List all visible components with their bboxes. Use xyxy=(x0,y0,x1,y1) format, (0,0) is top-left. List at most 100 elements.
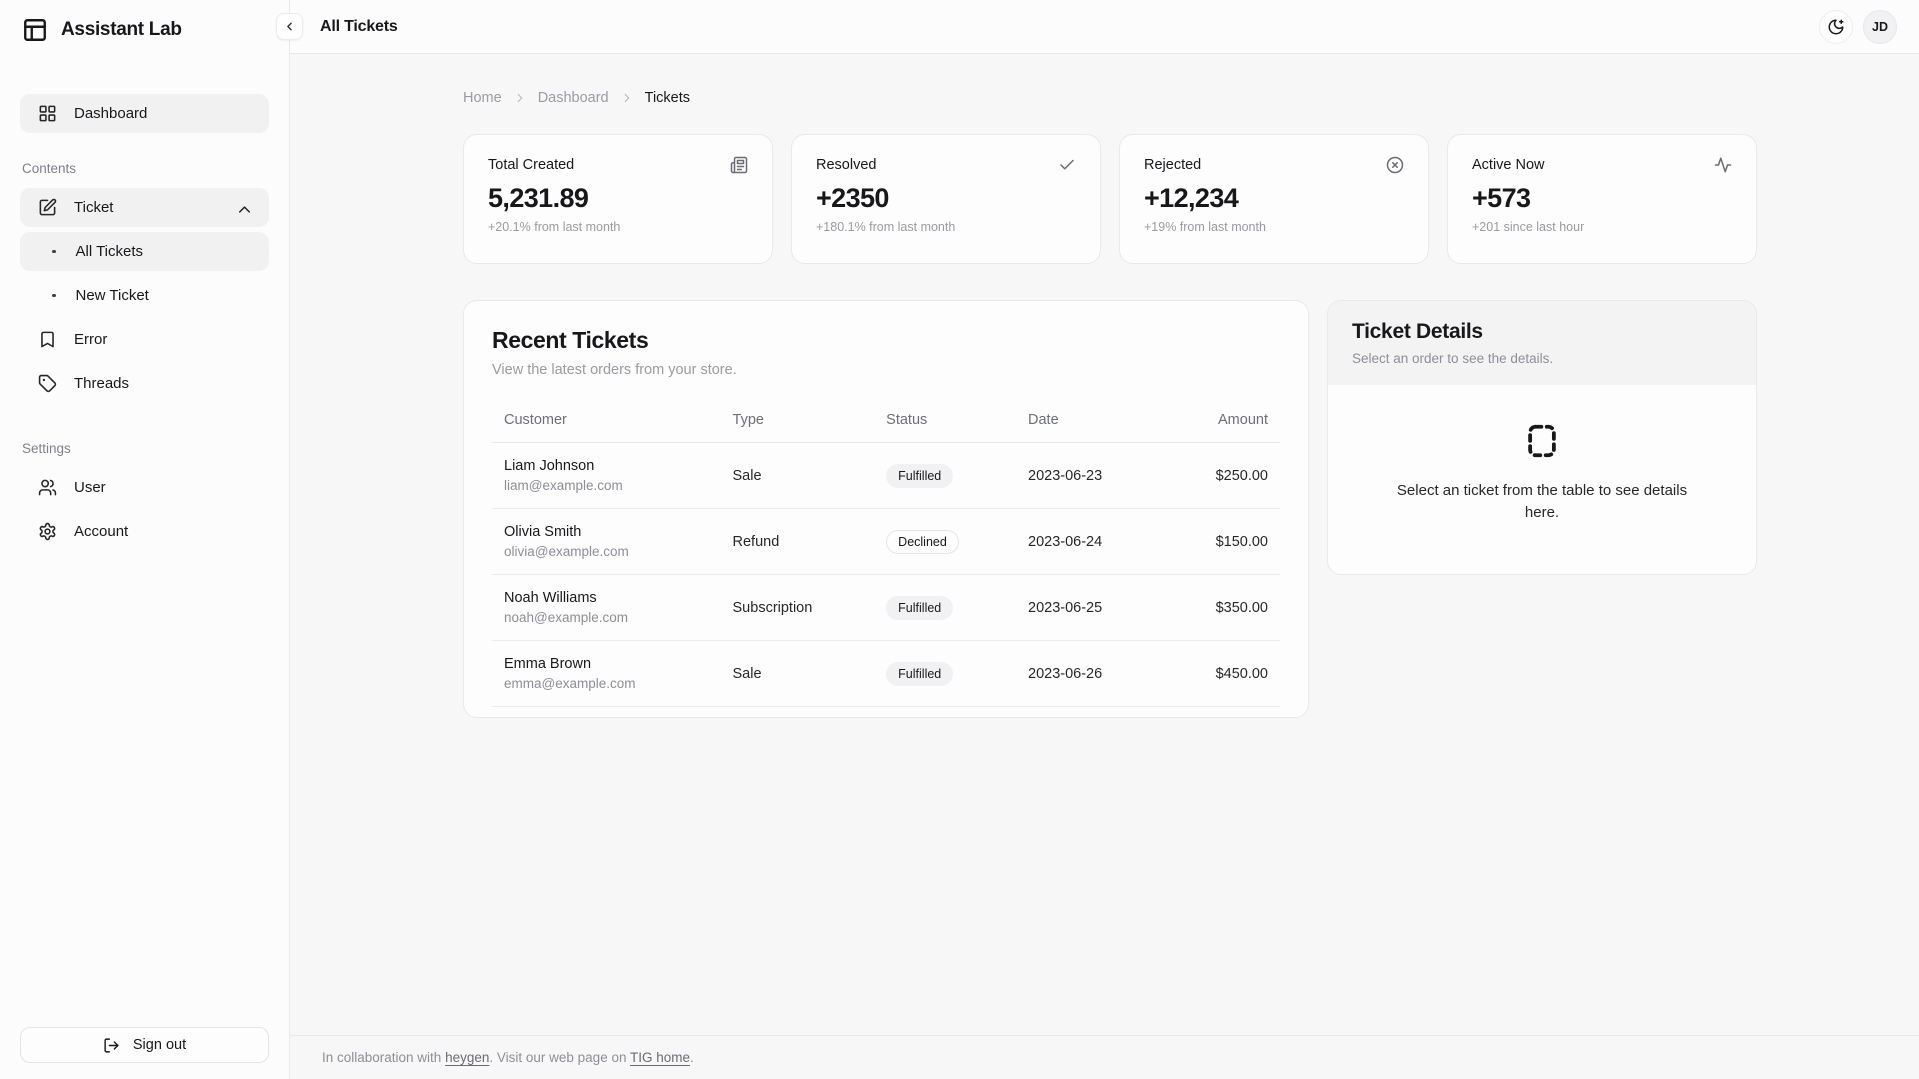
gear-icon xyxy=(38,522,57,541)
app-logo: Assistant Lab xyxy=(20,14,269,46)
breadcrumb-tickets: Tickets xyxy=(644,90,691,106)
sidebar-item-error[interactable]: Error xyxy=(20,320,269,359)
users-icon xyxy=(38,478,57,497)
sidebar-nav: Dashboard Contents Ticket All Tickets xyxy=(20,94,269,556)
ticket-amount: $150.00 xyxy=(1173,508,1280,575)
column-header-date: Date xyxy=(1016,404,1174,443)
sidebar-item-label: All Tickets xyxy=(75,243,144,260)
empty-state-message: Select an ticket from the table to see d… xyxy=(1396,481,1688,521)
ticket-type: Subscription xyxy=(720,574,875,641)
stat-value: +2350 xyxy=(816,183,889,213)
tig-home-link[interactable]: TIG home xyxy=(629,1050,691,1065)
newspaper-icon xyxy=(730,156,748,174)
stat-note: +19% from last month xyxy=(1144,220,1266,234)
sidebar-item-ticket[interactable]: Ticket xyxy=(20,188,269,227)
ticket-details-subtitle: Select an order to see the details. xyxy=(1352,351,1554,366)
bullet-icon xyxy=(52,293,56,298)
sidebar-item-label: Account xyxy=(74,523,129,540)
sign-out-button[interactable]: Sign out xyxy=(20,1027,269,1063)
customer-name: Olivia Smith xyxy=(504,524,582,540)
customer-name: Noah Williams xyxy=(504,590,597,606)
status-badge: Declined xyxy=(886,529,959,554)
log-out-icon xyxy=(103,1037,120,1054)
stat-value: 5,231.89 xyxy=(488,183,589,213)
sidebar-item-all-tickets[interactable]: All Tickets xyxy=(20,232,269,271)
ticket-date: 2023-06-25 xyxy=(1016,574,1174,641)
stat-card-resolved: Resolved +2350 +180.1% from last month xyxy=(791,134,1101,264)
stat-note: +180.1% from last month xyxy=(816,220,956,234)
sidebar: Assistant Lab Dashboard Contents xyxy=(0,0,290,1079)
table-row[interactable]: Emma Brown emma@example.com Sale Fulfill… xyxy=(492,640,1280,707)
panels-logo-icon xyxy=(22,17,48,43)
column-header-type: Type xyxy=(720,404,875,443)
recent-tickets-card: Recent Tickets View the latest orders fr… xyxy=(463,300,1309,718)
column-header-amount: Amount xyxy=(1173,404,1280,443)
status-badge: Fulfilled xyxy=(886,463,954,488)
topbar-actions: JD xyxy=(1819,9,1897,44)
sidebar-item-label: New Ticket xyxy=(75,287,149,304)
breadcrumb-dashboard[interactable]: Dashboard xyxy=(537,90,609,106)
chevron-right-icon xyxy=(513,91,527,105)
footer-text: In collaboration with heygen. Visit our … xyxy=(322,1050,694,1065)
layout-grid-icon xyxy=(38,104,57,123)
page-title: All Tickets xyxy=(320,17,398,35)
content: Home Dashboard Tickets Total Created xyxy=(290,54,1919,1035)
sidebar-item-label: Error xyxy=(74,331,108,348)
main-grid: Recent Tickets View the latest orders fr… xyxy=(463,300,1757,718)
sidebar-item-label: Ticket xyxy=(74,199,114,216)
circle-x-icon xyxy=(1386,156,1404,174)
stat-card-total-created: Total Created 5,231.89 +20.1% from last … xyxy=(463,134,773,264)
dashed-box-icon xyxy=(1523,422,1561,460)
stat-card-active-now: Active Now +573 +201 since last hour xyxy=(1447,134,1757,264)
main-area: All Tickets JD Home xyxy=(276,0,1919,1079)
tag-icon xyxy=(38,374,57,393)
stat-label: Rejected xyxy=(1144,157,1202,173)
table-row[interactable]: Noah Williams noah@example.com Subscript… xyxy=(492,574,1280,641)
theme-toggle-button[interactable] xyxy=(1819,9,1853,44)
customer-email: olivia@example.com xyxy=(504,544,629,559)
topbar: All Tickets JD xyxy=(276,0,1919,54)
sidebar-collapse-button[interactable] xyxy=(276,13,303,40)
status-badge: Fulfilled xyxy=(886,595,954,620)
bullet-icon xyxy=(52,249,56,254)
customer-name: Liam Johnson xyxy=(504,458,595,474)
ticket-details-header: Ticket Details Select an order to see th… xyxy=(1328,301,1756,385)
customer-name: Emma Brown xyxy=(504,656,592,672)
tickets-table: Customer Type Status Date Amount xyxy=(492,404,1280,707)
stat-note: +201 since last hour xyxy=(1472,220,1585,234)
sidebar-item-label: Dashboard xyxy=(74,105,148,122)
sign-out-label: Sign out xyxy=(132,1037,187,1053)
sidebar-item-dashboard[interactable]: Dashboard xyxy=(20,94,269,133)
ticket-date: 2023-06-26 xyxy=(1016,640,1174,707)
stat-label: Resolved xyxy=(816,157,877,173)
heygen-link[interactable]: heygen xyxy=(445,1050,490,1065)
user-avatar[interactable]: JD xyxy=(1863,9,1897,44)
sidebar-item-threads[interactable]: Threads xyxy=(20,364,269,403)
sidebar-item-user[interactable]: User xyxy=(20,468,269,507)
customer-email: liam@example.com xyxy=(504,478,623,493)
customer-email: noah@example.com xyxy=(504,610,629,625)
ticket-amount: $350.00 xyxy=(1173,574,1280,641)
chevron-up-icon xyxy=(235,200,251,216)
stat-label: Active Now xyxy=(1472,157,1545,173)
chevron-right-icon xyxy=(620,91,634,105)
table-row[interactable]: Olivia Smith olivia@example.com Refund D… xyxy=(492,508,1280,575)
square-pen-icon xyxy=(38,198,57,217)
sidebar-item-new-ticket[interactable]: New Ticket xyxy=(20,276,269,315)
stats-row: Total Created 5,231.89 +20.1% from last … xyxy=(463,134,1757,264)
sidebar-item-label: User xyxy=(74,479,106,496)
stat-card-rejected: Rejected +12,234 +19% from last month xyxy=(1119,134,1429,264)
customer-email: emma@example.com xyxy=(504,676,636,691)
ticket-type: Sale xyxy=(720,442,875,509)
table-row[interactable]: Liam Johnson liam@example.com Sale Fulfi… xyxy=(492,442,1280,509)
moon-star-icon xyxy=(1827,18,1845,36)
sidebar-item-account[interactable]: Account xyxy=(20,512,269,551)
ticket-amount: $250.00 xyxy=(1173,442,1280,509)
ticket-details-empty-state: Select an ticket from the table to see d… xyxy=(1328,385,1756,574)
column-header-customer: Customer xyxy=(492,404,721,443)
breadcrumb-home[interactable]: Home xyxy=(463,90,502,106)
stat-label: Total Created xyxy=(488,157,575,173)
stat-note: +20.1% from last month xyxy=(488,220,621,234)
recent-tickets-title: Recent Tickets xyxy=(492,327,649,353)
